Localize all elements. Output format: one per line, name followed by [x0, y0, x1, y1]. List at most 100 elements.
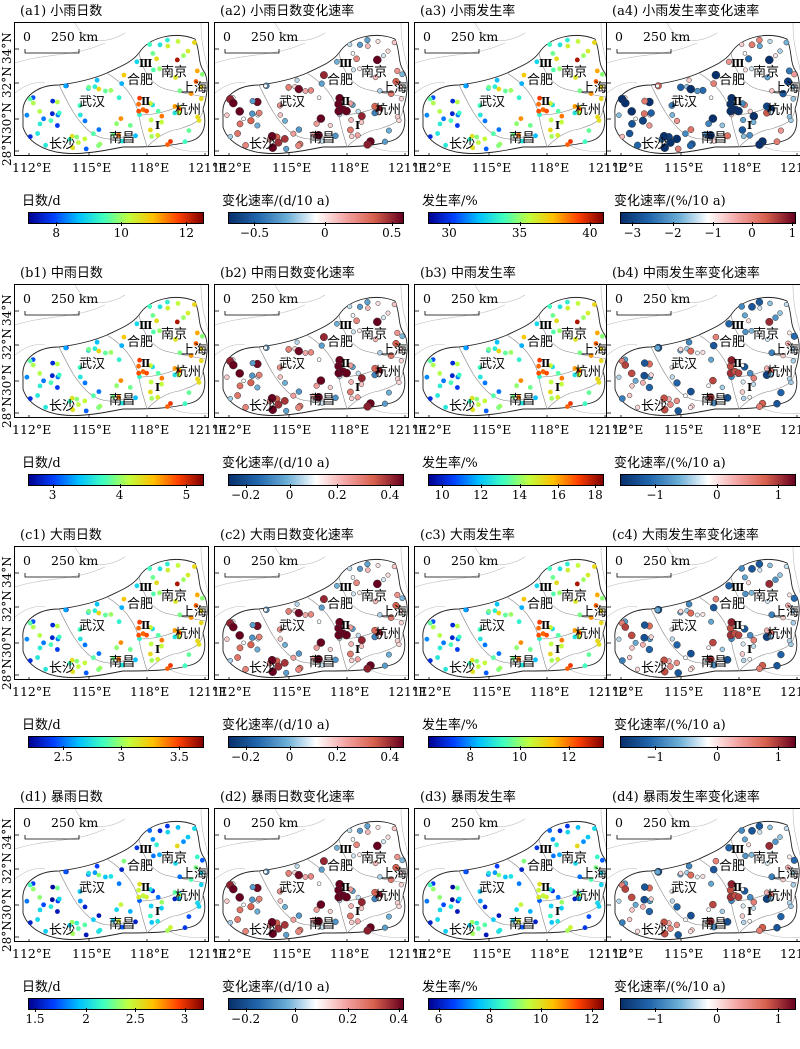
panel-row: (a1) 小雨日数 0 250 km 武汉 长沙 南昌 合肥 南京 上海 杭州 …: [0, 0, 800, 262]
region-border: [138, 838, 206, 884]
station-marker: [727, 93, 736, 103]
station-marker: [96, 405, 101, 410]
station-marker: [186, 914, 192, 919]
station-marker: [199, 71, 205, 77]
colorbar-tick-label: −1: [704, 226, 723, 240]
station-marker: [70, 407, 76, 413]
colorbar-tick-mark: [589, 222, 591, 226]
station-marker: [750, 905, 757, 911]
station-marker: [385, 389, 392, 396]
station-marker: [772, 314, 779, 321]
station-marker: [724, 132, 731, 140]
station-marker: [347, 126, 354, 134]
station-marker: [727, 356, 736, 365]
map-frame: 0 250 km 武汉 长沙 南昌 合肥 南京 上海 杭州 Ⅲ Ⅱ Ⅰ: [414, 284, 609, 418]
background-terrain: [607, 23, 800, 152]
colorbar: [620, 998, 796, 1010]
scale-bar: [616, 573, 672, 578]
city-shanghai: 上海: [581, 605, 608, 620]
station-marker: [316, 638, 326, 647]
station-marker: [734, 369, 743, 377]
station-marker: [705, 120, 712, 128]
station-marker: [358, 905, 365, 911]
station-marker: [119, 343, 125, 348]
station-marker: [116, 394, 121, 400]
colorbar-tick-mark: [245, 484, 247, 488]
station-marker: [740, 116, 747, 124]
station-marker: [110, 131, 116, 137]
panel-title: (c2) 大雨日数变化速率: [220, 528, 354, 543]
colorbar: [228, 736, 404, 748]
station-marker: [110, 917, 116, 923]
background-terrain: [215, 809, 408, 938]
station-marker: [711, 138, 717, 144]
station-marker: [154, 318, 160, 324]
station-marker: [342, 630, 351, 640]
station-marker: [627, 369, 636, 378]
station-marker: [358, 381, 365, 387]
map-frame: 0 250 km 武汉 长沙 南昌 合肥 南京 上海 杭州 Ⅲ Ⅱ Ⅰ: [606, 546, 800, 680]
map-panel: (a3) 小雨发生率 0 250 km 武汉 长沙 南昌 合肥 南京 上海 杭州…: [412, 0, 627, 262]
station-marker: [635, 928, 641, 934]
station-marker: [565, 567, 571, 573]
station-marker: [55, 361, 60, 367]
station-marker: [633, 141, 642, 149]
city-hefei: 合肥: [127, 73, 154, 88]
station-marker: [786, 330, 792, 336]
station-marker: [41, 116, 46, 122]
station-marker: [159, 637, 165, 643]
station-marker: [576, 896, 582, 902]
lon-tick-label: 115°E: [472, 422, 512, 437]
scale-zero: 0: [23, 29, 31, 44]
city-shanghai: 上海: [773, 867, 800, 882]
station-marker: [783, 825, 789, 832]
station-marker: [648, 372, 654, 378]
station-marker: [377, 612, 383, 618]
station-marker: [176, 110, 182, 116]
station-marker: [492, 346, 498, 352]
station-marker: [626, 392, 633, 399]
colorbar-label: 发生率/%: [422, 194, 478, 209]
station-marker: [154, 56, 160, 62]
station-marker: [533, 133, 538, 139]
station-marker: [548, 651, 553, 657]
colorbar-label: 变化速率/(d/10 a): [222, 194, 330, 209]
lon-tick-label: 121°E: [780, 684, 800, 699]
station-marker: [391, 39, 398, 46]
station-marker: [70, 931, 76, 937]
region-border: [730, 576, 798, 622]
station-marker: [350, 51, 356, 56]
station-marker: [455, 99, 460, 105]
station-marker: [149, 920, 155, 925]
station-marker: [234, 916, 241, 923]
city-nanchang: 南昌: [309, 131, 336, 146]
station-marker: [441, 378, 446, 384]
station-marker: [660, 405, 669, 414]
station-marker: [50, 98, 56, 104]
station-marker: [555, 632, 561, 638]
map-frame: 0 250 km 武汉 长沙 南昌 合肥 南京 上海 杭州 Ⅲ Ⅱ Ⅰ: [214, 808, 409, 942]
station-marker: [621, 98, 630, 108]
region-border: [730, 838, 798, 884]
station-marker: [673, 903, 681, 911]
region-border: [730, 364, 778, 378]
station-marker: [660, 656, 668, 664]
station-marker: [193, 341, 199, 346]
station-marker: [496, 651, 502, 656]
colorbar-tick-mark: [713, 222, 715, 226]
station-marker: [575, 563, 581, 568]
station-marker: [381, 315, 386, 321]
map-svg: [215, 285, 408, 417]
colorbar-tick-mark: [778, 1008, 780, 1012]
station-marker: [399, 333, 406, 340]
station-marker: [147, 42, 153, 47]
station-marker: [136, 894, 142, 900]
station-marker: [398, 882, 404, 888]
scale-distance: 250 km: [251, 291, 299, 306]
colorbar: [620, 736, 796, 748]
station-marker: [196, 380, 202, 385]
scale-zero: 0: [223, 291, 231, 306]
colorbar-tick-label: −0.5: [239, 226, 269, 240]
station-marker: [371, 626, 379, 634]
colorbar-tick-mark: [35, 1008, 37, 1012]
